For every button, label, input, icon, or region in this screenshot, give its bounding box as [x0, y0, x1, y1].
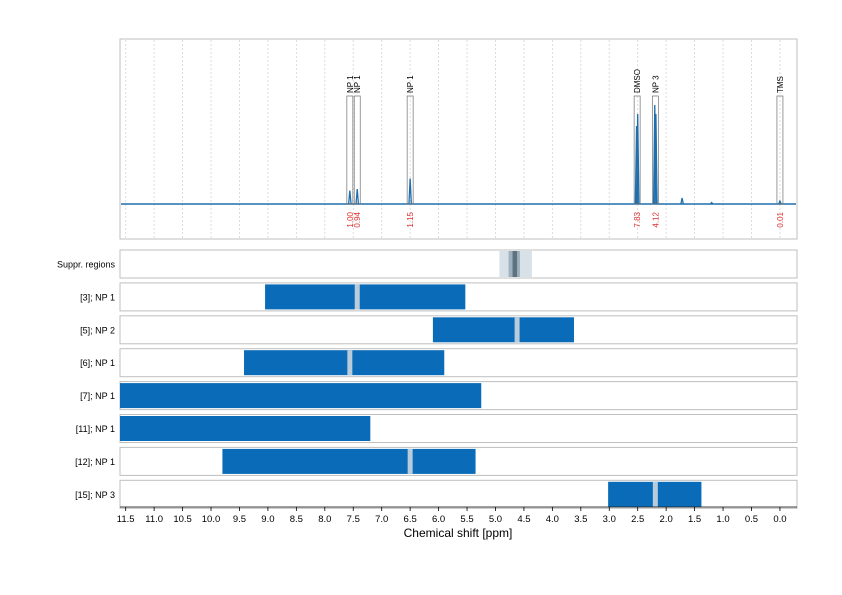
region-row-label: [7]; NP 1 [80, 391, 115, 401]
region-bar [265, 284, 466, 310]
region-bar [244, 350, 445, 376]
peak-label: NP 1 [406, 75, 415, 93]
x-tick-label: 7.5 [347, 514, 360, 525]
peak-label: DMSO [633, 69, 642, 93]
region-row-label: [11]; NP 1 [76, 424, 115, 434]
region-center-marker [407, 448, 413, 474]
peak-annotation-box [406, 95, 414, 205]
x-axis-label: Chemical shift [ppm] [404, 526, 513, 540]
x-tick-label: 4.0 [546, 514, 559, 525]
peak-annotation-box [353, 95, 361, 205]
x-tick-label: 11.5 [117, 514, 135, 525]
spectrum-peak [680, 197, 684, 205]
spectrum-peak [347, 190, 352, 205]
peak-integral: 0.94 [353, 211, 362, 227]
region-row-label: [12]; NP 1 [75, 457, 115, 467]
spectrum-peak [408, 178, 412, 205]
x-tick-label: 0.0 [773, 514, 786, 525]
region-row-label: Suppr. regions [57, 260, 116, 270]
peak-integral: 4.12 [651, 211, 660, 227]
region-row-frame [119, 348, 798, 378]
x-tick-label: 10.0 [202, 514, 221, 525]
peak-label: NP 1 [346, 75, 355, 93]
x-tick-label: 5.5 [460, 514, 473, 525]
x-tick-label: 6.0 [432, 514, 445, 525]
region-bar [432, 317, 574, 343]
x-tick-label: 2.0 [660, 514, 673, 525]
x-axis: 11.5 11.0 10.5 10.0 9.5 9.0 8.5 8.0 7.5 7.0 6.5 6.0… [117, 506, 797, 525]
x-tick-label: 2.5 [631, 514, 644, 525]
x-tick-label: 8.0 [318, 514, 331, 525]
peak-integral: 1.00 [346, 211, 355, 227]
spectrum-peak [355, 188, 360, 205]
x-tick-label: 5.0 [489, 514, 502, 525]
x-tick-label: 6.5 [404, 514, 417, 525]
x-tick-label: 8.5 [290, 514, 303, 525]
peak-label: TMS [776, 76, 785, 93]
x-tick-label: 11.0 [145, 514, 163, 525]
region-row-frame [119, 249, 798, 279]
x-tick-label: 0.5 [745, 514, 758, 525]
spectrum-frame [119, 38, 798, 240]
spectrum-peak [778, 199, 782, 205]
region-bar [120, 383, 482, 409]
x-tick-label: 3.0 [603, 514, 616, 525]
peak-annotation-box [776, 95, 784, 205]
region-center-marker [514, 317, 520, 343]
peak-annotation-box [346, 95, 354, 205]
spectrum-peak [654, 113, 658, 205]
peak-annotation-box [651, 95, 659, 205]
region-center-marker [347, 350, 353, 376]
region-row-label: [3]; NP 1 [80, 292, 115, 302]
region-bar [120, 416, 371, 441]
suppressed-region-inner [512, 251, 518, 277]
region-center-marker [354, 284, 360, 310]
region-center-marker [652, 481, 658, 507]
peak-integral: 7.83 [633, 211, 642, 227]
peak-annotation-box [633, 95, 641, 205]
x-tick-label: 9.0 [261, 514, 274, 525]
x-tick-label: 1.0 [716, 514, 729, 525]
region-bar [222, 448, 476, 474]
peak-integral: 0.01 [776, 211, 785, 227]
region-panels: Suppr. regions [3]; NP 1 [5]; NP 2 [6]; NP … [57, 249, 798, 509]
spectrum-peak [709, 201, 714, 205]
x-tick-label: 3.5 [574, 514, 587, 525]
x-tick-label: 7.0 [375, 514, 388, 525]
peak-integral: 1.15 [406, 211, 415, 227]
x-tick-label: 9.5 [233, 514, 246, 525]
spectrum-peak [635, 113, 640, 205]
peak-label: NP 1 [353, 75, 362, 93]
region-row-label: [5]; NP 2 [80, 325, 115, 335]
region-row-label: [15]; NP 3 [75, 490, 115, 500]
x-tick-label: 4.5 [517, 514, 530, 525]
region-row-label: [6]; NP 1 [80, 358, 115, 368]
spectrum-panel: NP 1 1.00 NP 1 0.94 NP 1 1.15 DMSO 7.83 NP 3 4.12… [119, 38, 798, 240]
peak-label: NP 3 [651, 75, 660, 93]
x-tick-label: 1.5 [688, 514, 701, 525]
x-tick-label: 10.5 [173, 514, 192, 525]
